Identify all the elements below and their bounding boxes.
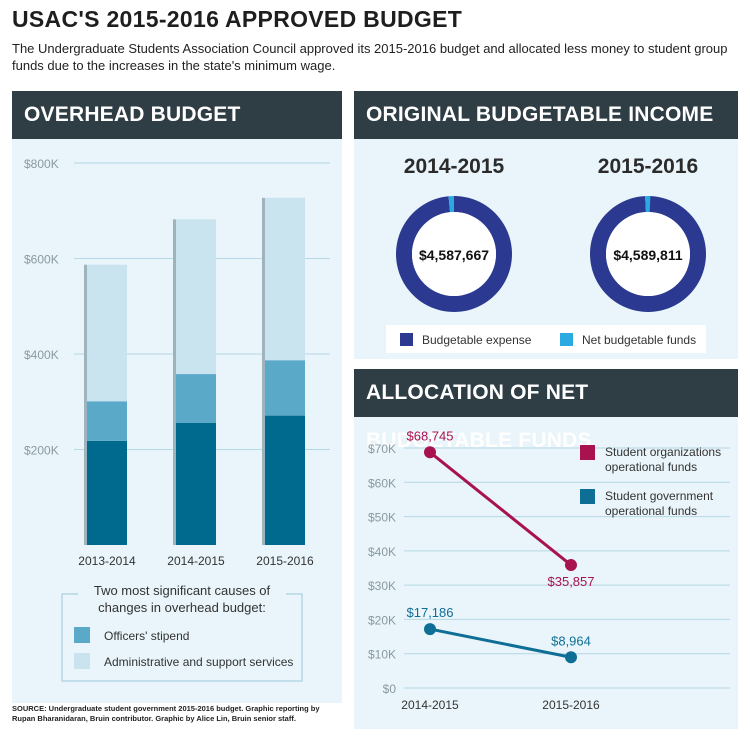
x-tick-label: 2013-2014 <box>78 554 136 568</box>
bar-segment <box>265 415 305 545</box>
donut-hole <box>606 212 690 296</box>
legend-item-label: Administrative and support services <box>104 655 293 669</box>
donut-slice <box>448 196 454 213</box>
x-tick-label: 2014-2015 <box>401 698 459 712</box>
donut-year-label: 2014-2015 <box>404 155 505 178</box>
donut-slice <box>645 196 651 213</box>
line-legend-label: Student government <box>605 489 714 503</box>
bar-shadow <box>84 264 87 545</box>
legend-swatch <box>74 627 90 643</box>
donut-hole <box>412 212 496 296</box>
line-legend-swatch <box>580 445 595 460</box>
allocation-line-chart: $0 $10K $20K $30K $40K $50K $60K $70K 2014-2015 2… <box>368 428 730 712</box>
bar-shadow <box>173 219 176 545</box>
allocation-panel: ALLOCATION OF NET BUDGETABLE FUNDS $0 $10… <box>354 369 738 729</box>
y-tick-label: $60K <box>368 476 396 490</box>
source-note: SOURCE: Undergraduate student government… <box>12 704 320 723</box>
bar-shadow <box>262 197 265 546</box>
bar-segment <box>265 360 305 416</box>
data-label: $68,745 <box>407 428 454 443</box>
overhead-bar-chart: $200K $400K $600K $800K 2013-2014 2014-2015 20… <box>24 157 330 682</box>
bar-segment <box>87 440 127 545</box>
series-line <box>429 627 572 659</box>
data-label: $8,964 <box>551 633 591 648</box>
page-subtitle: The Undergraduate Students Association C… <box>12 41 728 73</box>
y-tick-label: $70K <box>368 442 396 456</box>
page-title: USAC'S 2015-2016 APPROVED BUDGET <box>12 6 463 32</box>
bar-segment <box>87 401 127 441</box>
donut-legend-box <box>386 325 706 353</box>
donut-legend-swatch <box>400 333 413 346</box>
data-label: $35,857 <box>548 574 595 589</box>
line-legend-label: Student organizations <box>605 445 721 459</box>
data-point <box>565 559 577 572</box>
data-label: $17,186 <box>407 605 454 620</box>
line-legend-label-cont: operational funds <box>605 504 697 518</box>
donut-legend-label: Budgetable expense <box>422 333 532 347</box>
y-tick-label: $800K <box>24 157 59 171</box>
legend-frame <box>61 593 303 682</box>
y-tick-label: $600K <box>24 253 59 267</box>
y-tick-label: $200K <box>24 444 59 458</box>
x-tick-label: 2015-2016 <box>256 554 314 568</box>
y-tick-label: $400K <box>24 348 59 362</box>
legend-title-line2: changes in overhead budget: <box>98 600 266 615</box>
income-panel-title: ORIGINAL BUDGETABLE INCOME <box>354 91 738 139</box>
y-tick-label: $30K <box>368 579 396 593</box>
data-point <box>424 446 436 459</box>
data-point <box>565 651 577 664</box>
y-tick-label: $50K <box>368 511 396 525</box>
bar-segment <box>87 264 127 402</box>
income-donut-charts: 2014-2015 $4,587,667 2015-2016 $4,589,811 Bu… <box>386 155 706 353</box>
donut-center-label: $4,589,811 <box>613 247 683 263</box>
legend-title-line1: Two most significant causes of <box>94 583 271 598</box>
series-line <box>429 451 572 567</box>
y-tick-label: $20K <box>368 613 396 627</box>
bar-segment <box>176 374 216 423</box>
bar-segment <box>176 422 216 545</box>
line-legend-swatch <box>580 489 595 504</box>
x-tick-label: 2015-2016 <box>542 698 600 712</box>
donut-year-label: 2015-2016 <box>598 155 698 178</box>
allocation-panel-title: ALLOCATION OF NET BUDGETABLE FUNDS <box>354 369 738 452</box>
income-panel: ORIGINAL BUDGETABLE INCOME 2014-2015 $4,5… <box>354 91 738 359</box>
overhead-panel: OVERHEAD BUDGET $200K $400K $600K $800K 2013… <box>12 91 342 703</box>
donut-center-label: $4,587,667 <box>419 247 489 263</box>
y-tick-label: $40K <box>368 545 396 559</box>
legend-swatch <box>74 653 90 669</box>
data-point <box>424 623 436 636</box>
overhead-panel-title: OVERHEAD BUDGET <box>12 91 342 139</box>
y-tick-label: $0 <box>383 682 397 696</box>
bar-segment <box>176 219 216 375</box>
legend-item-label: Officers' stipend <box>104 629 189 643</box>
line-legend-label-cont: operational funds <box>605 460 697 474</box>
donut-legend-swatch <box>560 333 573 346</box>
x-tick-label: 2014-2015 <box>167 554 225 568</box>
y-tick-label: $10K <box>368 648 396 662</box>
bar-segment <box>265 197 305 361</box>
donut-legend-label: Net budgetable funds <box>582 333 696 347</box>
